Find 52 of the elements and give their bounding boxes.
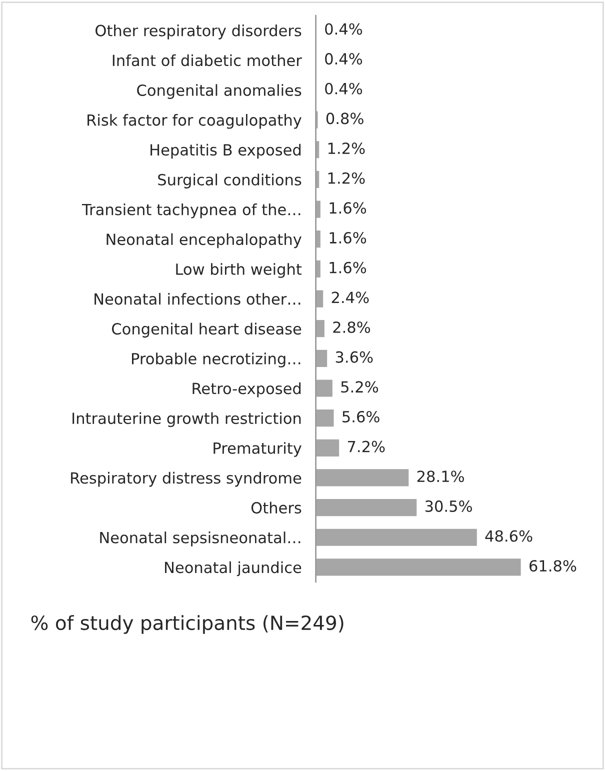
y-tick-label: Risk factor for coagulopathy <box>88 114 302 129</box>
data-label: 0.4% <box>325 53 362 65</box>
data-label: 7.2% <box>348 440 385 452</box>
x-axis-title: % of study participants (N=249) <box>31 615 344 634</box>
bar <box>316 288 324 309</box>
bar <box>316 199 322 220</box>
y-tick-label: Retro-exposed <box>192 382 301 398</box>
y-tick-label: Neonatal jaundice <box>165 561 302 576</box>
bar <box>316 527 478 548</box>
data-label: 1.6% <box>330 262 366 274</box>
data-label: 5.6% <box>342 410 380 422</box>
data-label: 0.4% <box>325 23 362 35</box>
data-label: 3.6% <box>336 351 373 363</box>
y-tick-label: Congenital heart disease <box>112 322 302 338</box>
y-tick-label: Low birth weight <box>176 263 302 278</box>
data-label: 30.5% <box>425 500 472 512</box>
bar <box>316 258 322 279</box>
y-tick-label: Neonatal sepsisneonatal… <box>100 532 300 546</box>
y-tick-label: Surgical conditions <box>158 174 302 188</box>
bar <box>316 468 410 488</box>
y-tick-label: Respiratory distress syndrome <box>71 472 302 487</box>
data-label: 1.2% <box>328 172 365 184</box>
bar <box>316 229 322 250</box>
bar <box>316 557 522 578</box>
data-label: 1.2% <box>328 142 365 154</box>
y-tick-label: Congenital anomalies <box>137 84 302 99</box>
y-tick-label: Probable necrotizing… <box>132 352 300 368</box>
bar <box>316 498 418 518</box>
data-label: 2.4% <box>332 292 369 304</box>
data-label: 5.2% <box>341 381 378 393</box>
y-tick-label: Infant of diabetic mother <box>112 54 302 66</box>
data-label: 28.1% <box>417 470 464 482</box>
data-label: 48.6% <box>485 530 532 542</box>
bar <box>316 318 326 339</box>
data-label: 2.8% <box>333 321 370 334</box>
y-tick-label: Intrauterine growth restriction <box>72 412 301 428</box>
bar <box>316 378 334 398</box>
y-tick-label: Other respiratory disorders <box>96 24 302 40</box>
y-tick-label: Prematurity <box>214 442 302 457</box>
y-tick-label: Hepatitis B exposed <box>150 144 301 159</box>
bar <box>316 408 336 428</box>
y-tick-label: Neonatal encephalopathy <box>106 233 302 248</box>
data-label: 0.8% <box>326 112 364 124</box>
y-tick-label: Others <box>251 502 302 514</box>
data-label: 61.8% <box>530 560 576 572</box>
data-label: 0.4% <box>325 82 362 94</box>
data-label: 1.6% <box>330 232 366 244</box>
bar <box>316 348 328 368</box>
bar <box>316 438 340 458</box>
y-tick-label: Transient tachypnea of the… <box>82 203 300 218</box>
y-tick-label: Neonatal infections other… <box>94 292 300 305</box>
data-label: 1.6% <box>330 202 366 214</box>
